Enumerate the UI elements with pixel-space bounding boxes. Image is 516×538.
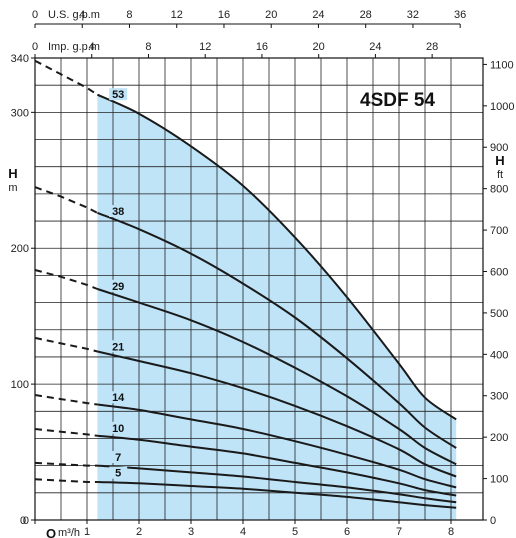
curve-label-bg: [109, 466, 128, 479]
y-right-tick-label: 1000: [490, 101, 514, 113]
x-tick-label: 6: [344, 526, 350, 538]
imp-gpm-tick-label: 24: [369, 41, 381, 53]
curve-dashed-7: [34, 461, 98, 467]
y-right-tick-label: 700: [490, 225, 508, 237]
y-right-tick-label: 300: [490, 391, 508, 403]
y-left-tick-label: 200: [11, 243, 29, 255]
plot-frame: [34, 57, 484, 521]
curve-label-5: 5: [115, 468, 121, 480]
x-tick-label: 4: [240, 526, 246, 538]
axes: 1 2 3 4 5 6 7 80Q m³/h0100200300340Hm01002003004…: [8, 9, 514, 538]
curve-21: [97, 350, 457, 478]
curve-label-bg: [109, 451, 128, 464]
curve-dashed-38: [34, 186, 98, 214]
y-left-axis-unit: m: [8, 182, 17, 194]
x-tick-label: 8: [448, 526, 454, 538]
curve-label-bg: [109, 391, 128, 404]
y-left-axis-label: H: [8, 166, 17, 181]
chart-title: 4SDF 54: [360, 90, 435, 111]
y-right-tick-label: 800: [490, 184, 508, 196]
x-tick-label: 1: [84, 526, 90, 538]
y-left-tick-label: 340: [11, 53, 29, 65]
imp-gpm-tick-label: 12: [199, 41, 211, 53]
recommended-range-shade: [97, 94, 457, 520]
us-gpm-tick-label: 24: [312, 9, 324, 21]
us-gpm-tick-label: 12: [171, 9, 183, 21]
curve-label-38: 38: [112, 206, 124, 218]
imp-gpm-axis-label: Imp. g.p.m: [48, 41, 100, 53]
us-gpm-tick-label: 4: [79, 9, 85, 21]
curve-10: [97, 434, 457, 497]
curve-53: [96, 93, 457, 421]
grid: [34, 57, 484, 521]
imp-gpm-tick-label: 20: [313, 41, 325, 53]
y-right-tick-label: 900: [490, 142, 508, 154]
curve-dashed-5: [34, 478, 98, 483]
curve-label-bg: [109, 340, 128, 353]
curve-5: [97, 480, 457, 509]
y-left-tick-label: 0: [23, 515, 29, 527]
y-right-tick-label: 0: [490, 515, 496, 527]
curve-label-29: 29: [112, 281, 124, 293]
y-left-tick-label: 300: [11, 107, 29, 119]
us-gpm-axis-label: U.S. g.p.m: [48, 9, 100, 21]
curve-label-bg: [109, 421, 128, 434]
x-tick-label: 7: [396, 526, 402, 538]
imp-gpm-tick-label: 8: [145, 41, 151, 53]
x-tick-label: 2: [136, 526, 142, 538]
curve-dashed-29: [34, 269, 98, 290]
shade-area: [97, 94, 457, 520]
us-gpm-tick-label: 36: [454, 9, 466, 21]
curve-dashed-21: [34, 336, 98, 353]
curve-label-14: 14: [112, 392, 125, 404]
y-right-tick-label: 1100: [490, 59, 514, 71]
curve-label-10: 10: [112, 423, 124, 435]
curve-7: [97, 464, 457, 504]
curve-label-bg: [109, 88, 128, 101]
y-right-tick-label: 500: [490, 308, 508, 320]
y-right-axis-label: H: [495, 153, 504, 168]
curve-label-bg: [109, 205, 128, 218]
curve-dashed-14: [34, 394, 98, 406]
us-gpm-tick-label: 20: [265, 9, 277, 21]
curve-dashed-53: [34, 59, 98, 96]
x-tick-label: 5: [292, 526, 298, 538]
us-gpm-tick-label: 32: [407, 9, 419, 21]
curve-29: [97, 288, 457, 466]
y-right-axis-unit: ft: [497, 169, 503, 181]
x-tick-label: 3: [188, 526, 194, 538]
us-gpm-tick-label: 28: [360, 9, 372, 21]
curves: 53 38 29 21 14 10 7 5: [34, 59, 457, 509]
us-gpm-tick-label: 8: [126, 9, 132, 21]
us-gpm-tick-label: 0: [32, 9, 38, 21]
y-right-tick-label: 400: [490, 349, 508, 361]
imp-gpm-tick-label: 4: [89, 41, 95, 53]
us-gpm-tick-label: 16: [218, 9, 230, 21]
imp-gpm-tick-label: 28: [426, 41, 438, 53]
y-right-tick-label: 100: [490, 474, 508, 486]
curve-14: [97, 403, 457, 489]
x-tick-label: 0: [20, 515, 26, 527]
curve-label-7: 7: [115, 452, 121, 464]
imp-gpm-tick-label: 0: [32, 41, 38, 53]
curve-label-21: 21: [112, 341, 124, 353]
curve-label-53: 53: [112, 89, 124, 101]
y-right-tick-label: 600: [490, 266, 508, 278]
y-left-tick-label: 100: [11, 379, 29, 391]
imp-gpm-tick-label: 16: [256, 41, 268, 53]
curve-dashed-10: [34, 428, 98, 437]
curve-38: [97, 211, 457, 449]
curve-label-bg: [109, 279, 128, 292]
x-axis-label: Q: [46, 526, 56, 538]
x-axis-unit: m³/h: [58, 527, 80, 538]
y-right-tick-label: 200: [490, 432, 508, 444]
